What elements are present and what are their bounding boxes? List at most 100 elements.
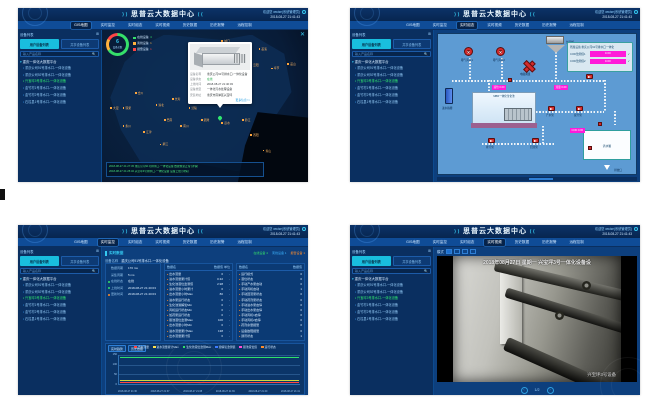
blower-fan-icon[interactable]: ✕: [496, 47, 505, 56]
chart-legend-item[interactable]: 生化池液位监测Max: [182, 345, 211, 349]
nav-tab[interactable]: GIS地图: [406, 22, 420, 27]
layout-1-icon[interactable]: [445, 248, 452, 254]
device-tree-item[interactable]: 重庆公司91号排水口-一体化设备: [352, 65, 431, 72]
map-marker[interactable]: 綦江: [159, 142, 168, 146]
nav-tab[interactable]: 实时监控: [97, 238, 118, 246]
map-marker[interactable]: 南川: [180, 124, 189, 128]
device-tree-item[interactable]: 重庆公司91号排水口-一体化设备: [352, 282, 431, 289]
nav-tab[interactable]: 实时监控: [432, 22, 447, 27]
device-tree-item[interactable]: 金竹村1号排水口-一体化设备: [352, 302, 431, 309]
user-welcome[interactable]: 欢迎您 wwise(系统管理员): [594, 9, 632, 14]
valve-cluster-icon[interactable]: [522, 60, 533, 71]
device-tree-item[interactable]: 石柱县1号排水口-一体化设备: [352, 316, 431, 323]
nav-tab[interactable]: 实时视频: [487, 22, 502, 27]
tab-shared-devices[interactable]: 共享设备列表: [392, 39, 431, 49]
valve-icon[interactable]: [598, 122, 602, 126]
map-marker[interactable]: 渝北: [155, 103, 164, 107]
user-welcome[interactable]: 欢迎您 wwise(系统管理员): [262, 226, 300, 231]
device-tree-item[interactable]: 石柱县1号排水口-一体化设备: [20, 99, 99, 106]
tab-shared-devices[interactable]: 共享设备列表: [60, 39, 99, 49]
tree-root[interactable]: 重庆一体化大数据平台: [20, 59, 99, 64]
pump-icon[interactable]: [532, 138, 539, 143]
nav-tab[interactable]: 实时组态: [456, 21, 478, 29]
nav-tab[interactable]: 历史数据: [182, 22, 198, 27]
tree-root[interactable]: 重庆一体化大数据平台: [352, 276, 431, 281]
map-marker[interactable]: 江津: [143, 130, 152, 134]
nav-tab[interactable]: 远程控制: [569, 22, 584, 27]
map-marker[interactable]: 巴南: [163, 118, 172, 122]
horizontal-scrollbar[interactable]: [437, 177, 637, 181]
logout-icon[interactable]: [302, 227, 306, 231]
prev-page-button[interactable]: ‹: [520, 386, 528, 394]
device-tree-item[interactable]: 兴宝坪3号排水口-一体化设备: [352, 78, 431, 85]
user-welcome[interactable]: 欢迎您 wwise(系统管理员): [594, 226, 632, 231]
alert-row[interactable]: 2018-08-27 21:27:45 重庆公司91号排水口-一体化设备 数据恢…: [109, 164, 199, 168]
tab-shared-devices[interactable]: 共享设备列表: [392, 256, 431, 266]
tree-root[interactable]: 重庆一体化大数据平台: [352, 59, 431, 64]
search-input[interactable]: 输入产品名称 🔍: [20, 268, 99, 274]
chart-legend-item[interactable]: 出水流量: [134, 345, 149, 349]
device-tree-item[interactable]: 金竹村2号排水口-一体化设备: [20, 92, 99, 99]
alert-row[interactable]: 2018-08-27 21:25:32 兴宝坪3号排水口-一体化设备 设备上线 …: [109, 169, 189, 173]
nav-tab[interactable]: 实时监控: [432, 239, 447, 244]
device-tree-item[interactable]: 兴宝坪3号排水口-一体化设备: [20, 295, 99, 302]
nav-tab[interactable]: GIS地图: [71, 21, 91, 29]
more-info-link[interactable]: 更多信息>>: [235, 98, 250, 103]
realtime-trend-button[interactable]: 实时趋势: [108, 345, 127, 352]
device-tree-item[interactable]: 重庆公司92号排水口-一体化设备: [352, 72, 431, 79]
inlet-screen-unit[interactable]: [445, 88, 453, 104]
expand-icon[interactable]: ⊞: [96, 249, 99, 253]
device-tree-item[interactable]: 金竹村1号排水口-一体化设备: [20, 85, 99, 92]
device-tree-item[interactable]: 金竹村2号排水口-一体化设备: [352, 309, 431, 316]
search-input[interactable]: 输入产品名称 🔍: [352, 268, 431, 274]
map-marker[interactable]: 合川: [134, 91, 143, 95]
pump-icon[interactable]: [548, 106, 555, 111]
map-marker[interactable]: 长寿: [172, 97, 180, 101]
device-tree-item[interactable]: 金竹村2号排水口-一体化设备: [352, 92, 431, 99]
device-tree-item[interactable]: 重庆公司92号排水口-一体化设备: [20, 72, 99, 79]
map-marker[interactable]: 秀山: [262, 149, 271, 153]
nav-tab[interactable]: 历史报警: [542, 239, 557, 244]
device-tree-item[interactable]: 兴宝坪3号排水口-一体化设备: [20, 78, 99, 85]
nav-tab[interactable]: 历史数据: [514, 239, 530, 244]
map-marker[interactable]: 永川: [122, 124, 131, 128]
map-marker[interactable]: 巫山: [287, 62, 296, 66]
nav-tab[interactable]: 实时监控: [100, 22, 115, 27]
nav-tab[interactable]: 远程控制: [237, 239, 252, 244]
chart-legend-item[interactable]: 运行状态: [261, 345, 276, 349]
nav-tab[interactable]: 实时组态: [127, 239, 143, 244]
valve-icon[interactable]: [588, 146, 592, 150]
tree-root[interactable]: 重庆一体化大数据平台: [20, 276, 99, 281]
nav-tab[interactable]: 历史报警: [210, 239, 225, 244]
map-marker[interactable]: 彭水: [221, 121, 230, 125]
next-page-button[interactable]: ›: [546, 386, 554, 394]
map-marker[interactable]: 涪陵: [188, 106, 197, 110]
video-screen[interactable]: 2018年08月27日 星期一 兴宝坪3号一体化设备设 兴宝坪3号设备: [437, 256, 637, 382]
logout-icon[interactable]: [634, 227, 638, 231]
pump-icon[interactable]: [576, 106, 583, 111]
nav-tab[interactable]: 实时视频: [155, 239, 170, 244]
nav-tab[interactable]: 远程控制: [569, 239, 584, 244]
check-icon[interactable]: ✓: [627, 59, 630, 64]
tab-shared-devices[interactable]: 共享设备列表: [60, 256, 99, 266]
map-marker[interactable]: 武隆: [200, 118, 209, 122]
device-tree-item[interactable]: 重庆公司91号排水口-一体化设备: [20, 65, 99, 72]
nav-tab[interactable]: 远程控制: [237, 22, 252, 27]
history-data-button[interactable]: 历史数据: [128, 345, 147, 352]
pump-icon[interactable]: [488, 138, 495, 143]
map-marker[interactable]: 城口: [221, 39, 230, 43]
device-tree-item[interactable]: 重庆公司91号排水口-一体化设备: [20, 282, 99, 289]
chart-legend-item[interactable]: 溶解氧监测值: [215, 345, 235, 349]
logout-icon[interactable]: [634, 10, 638, 14]
tab-user-devices[interactable]: 用户设备列表: [352, 256, 391, 266]
nav-tab[interactable]: GIS地图: [406, 239, 420, 244]
chart-legend-item[interactable]: 膜池液位值: [239, 345, 257, 349]
nav-tab[interactable]: 历史报警: [542, 22, 557, 27]
valve-icon[interactable]: [508, 78, 512, 82]
scada-canvas[interactable]: 加药桶 ✕ 曝气风机1 ✕ 曝气风机2 电磁阀组 MBR一体化生化池 进水格栅: [437, 33, 637, 175]
device-tree-item[interactable]: 石柱县1号排水口-一体化设备: [352, 99, 431, 106]
user-welcome[interactable]: 欢迎您 wwise(系统管理员): [262, 9, 300, 14]
map-marker[interactable]: 铜梁: [122, 106, 131, 110]
device-tree-item[interactable]: 金竹村2号排水口-一体化设备: [20, 309, 99, 316]
chart-legend-item[interactable]: 进水流量累计Max: [152, 345, 179, 349]
